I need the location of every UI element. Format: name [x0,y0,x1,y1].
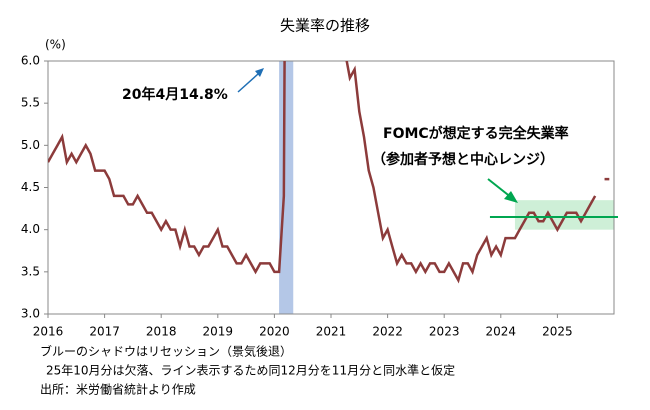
y-unit: (%) [45,38,66,52]
annotation-arrow [237,73,259,93]
note: ブルーのシャドウはリセッション（景気後退） [40,344,292,359]
x-tick-label: 2025 [542,325,573,339]
fomc-sublabel: （参加者予想と中心レンジ） [372,151,554,168]
x-tick-label: 2017 [89,325,120,339]
y-tick-label: 5.0 [21,138,40,152]
y-tick-label: 3.5 [21,264,40,278]
annotation-arrowhead [255,68,264,77]
series-line [48,61,610,284]
y-tick-label: 5.5 [21,96,40,110]
x-tick-label: 2018 [146,325,177,339]
y-tick-label: 4.5 [21,180,40,194]
x-tick-label: 2023 [429,325,460,339]
x-tick-label: 2020 [259,325,290,339]
y-tick-label: 4.0 [21,222,40,236]
annotation: 20年4月14.8% [122,86,228,103]
y-tick-label: 6.0 [21,54,40,68]
x-tick-label: 2016 [33,325,64,339]
x-tick-label: 2021 [316,325,347,339]
note: 出所：米労働省統計より作成 [40,382,196,397]
fomc-label: FOMCが想定する完全失業率 [383,125,569,142]
x-tick-label: 2019 [203,325,234,339]
x-tick-label: 2022 [372,325,403,339]
fomc-arrowhead [504,191,518,203]
recession-band [279,61,294,314]
y-tick-label: 3.0 [21,307,40,321]
note: 25年10月分は欠落、ライン表示するため同12月分を11月分と同水準と仮定 [46,363,455,378]
chart-title: 失業率の推移 [280,17,370,35]
x-tick-label: 2024 [486,325,517,339]
